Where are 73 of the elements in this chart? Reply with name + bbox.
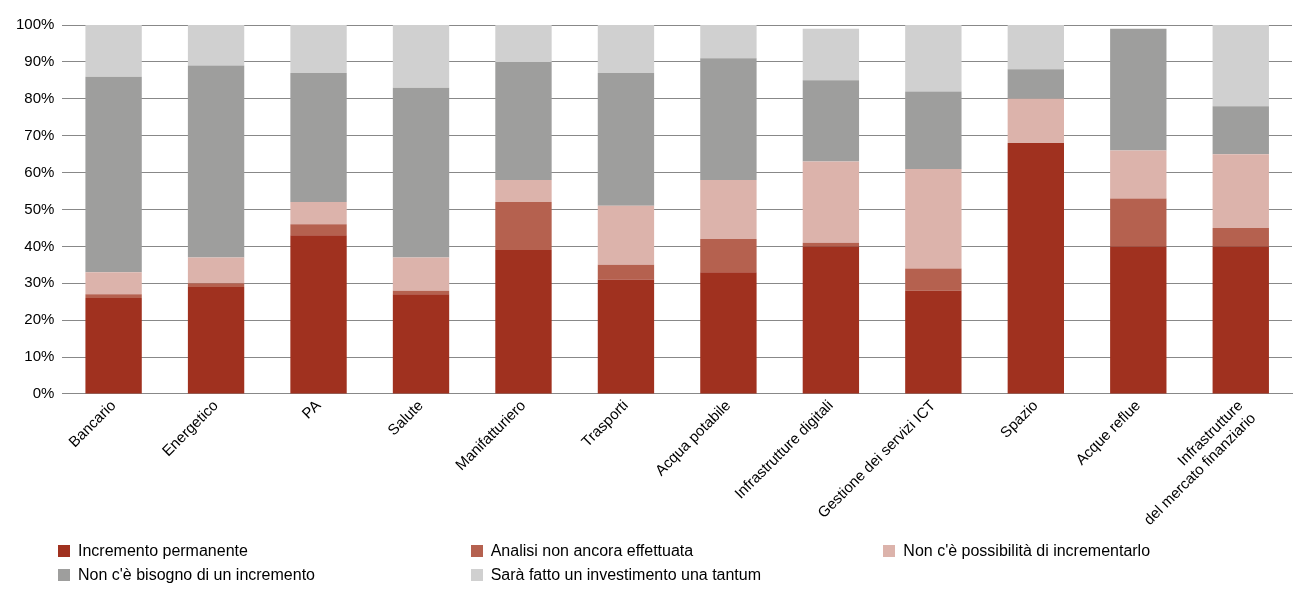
x-tick-label: PA — [298, 396, 324, 422]
bar — [905, 268, 962, 291]
y-tick-label: 90% — [24, 52, 55, 70]
y-tick-label: 40% — [24, 236, 55, 254]
bar — [700, 58, 757, 180]
bar — [597, 279, 655, 394]
y-tick-label: 100% — [15, 15, 55, 33]
y-tick-label: 20% — [24, 310, 55, 328]
bar — [597, 264, 655, 280]
bar — [1212, 25, 1269, 107]
bar — [1110, 246, 1167, 394]
legend-label: Incremento permanente — [78, 542, 248, 560]
bar — [700, 272, 757, 394]
y-tick-label: 80% — [24, 88, 55, 106]
y-tick-label: 60% — [24, 162, 55, 180]
bar — [597, 72, 655, 206]
bar — [495, 202, 552, 251]
bar — [1212, 227, 1269, 247]
bar — [290, 202, 347, 225]
bar — [597, 205, 655, 265]
bar — [700, 179, 757, 239]
bar — [392, 25, 450, 88]
y-tick-label: 0% — [32, 384, 55, 402]
bar — [1007, 25, 1065, 70]
y-tick-label: 70% — [24, 125, 55, 143]
bar — [905, 25, 962, 92]
bar — [1212, 154, 1269, 228]
bar — [700, 239, 757, 273]
bar — [1110, 28, 1167, 151]
bar — [905, 290, 962, 394]
bar — [1212, 106, 1269, 155]
bar — [187, 283, 245, 287]
bar — [392, 87, 450, 258]
bar — [187, 65, 245, 258]
bar — [85, 25, 142, 77]
bar — [85, 298, 142, 394]
y-tick-label: 50% — [24, 199, 55, 217]
bar — [85, 272, 142, 295]
bar — [905, 91, 962, 169]
bar — [1212, 246, 1269, 394]
bar — [187, 25, 245, 66]
bar — [290, 25, 347, 73]
bar — [187, 286, 245, 394]
bar — [1110, 198, 1167, 247]
bar — [802, 161, 860, 243]
bar — [1007, 143, 1065, 394]
bar — [392, 257, 450, 291]
bar — [85, 76, 142, 273]
bar — [290, 235, 347, 394]
bar — [597, 25, 655, 73]
bar — [392, 294, 450, 394]
legend-label: Sarà fatto un investimento una tantum — [490, 566, 762, 584]
bar — [802, 28, 860, 81]
bar — [495, 61, 552, 180]
bar — [85, 294, 142, 299]
bar — [495, 25, 552, 62]
bar — [1110, 150, 1167, 199]
bar — [495, 179, 552, 203]
bar — [290, 224, 347, 236]
bar — [495, 250, 552, 394]
bar — [187, 257, 245, 284]
bar — [905, 168, 962, 269]
bar — [700, 25, 757, 59]
y-tick-label: 10% — [24, 347, 55, 365]
bar — [290, 72, 347, 203]
legend-label: Analisi non ancora effettuata — [490, 542, 694, 560]
bar — [802, 80, 860, 162]
bar — [1007, 69, 1065, 99]
legend-label: Non c'è possibilità di incrementarlo — [903, 542, 1151, 560]
legend-label: Non c'è bisogno di un incremento — [78, 566, 315, 584]
bar — [802, 246, 860, 394]
bar — [1007, 98, 1065, 144]
y-tick-label: 30% — [24, 273, 55, 291]
